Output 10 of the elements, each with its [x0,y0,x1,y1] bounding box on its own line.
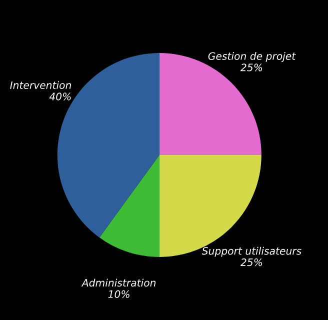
slice-label: Gestion de projet [208,52,296,62]
slice-label: Support utilisateurs [202,246,302,257]
data-label: 40% [49,92,71,100]
data-label: 25% [240,258,262,266]
pie-slice [159,52,262,155]
slice-label: Administration [81,278,156,287]
slice-label: Intervention [10,81,71,89]
data-label: 10% [108,290,130,298]
data-label: 25% [240,64,262,72]
pie-slice [99,154,160,257]
